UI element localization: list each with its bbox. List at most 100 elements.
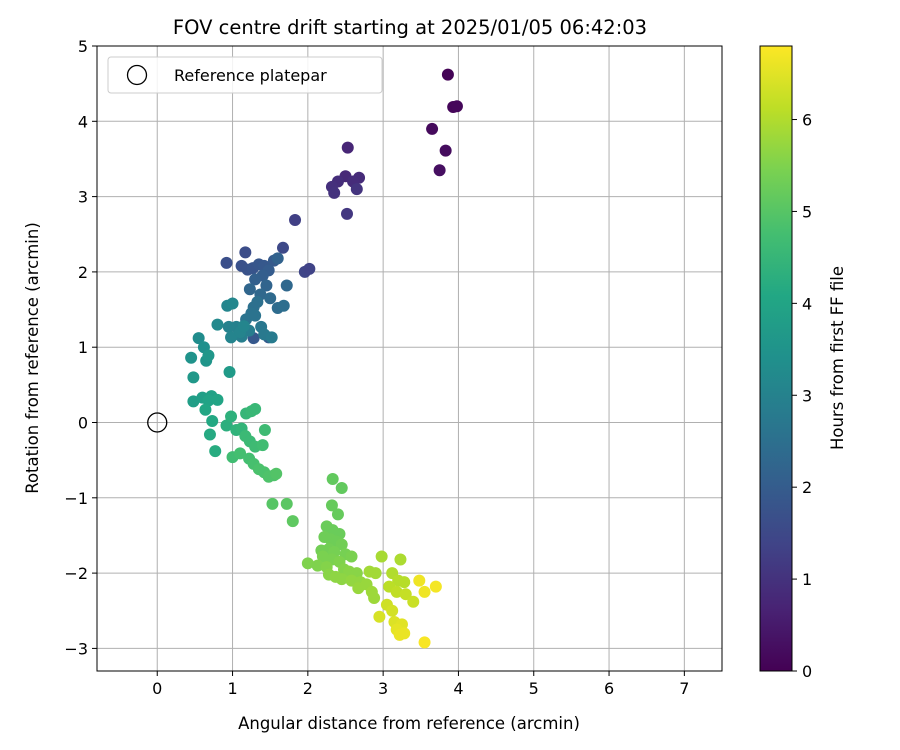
data-point xyxy=(202,394,215,407)
data-point xyxy=(223,366,236,379)
data-point xyxy=(225,331,238,344)
x-tick-label: 3 xyxy=(378,679,388,698)
data-point xyxy=(280,279,293,292)
data-point xyxy=(199,403,212,416)
data-point xyxy=(260,279,273,292)
y-tick-label: −1 xyxy=(64,489,88,508)
x-tick-label: 2 xyxy=(303,679,313,698)
data-point xyxy=(325,499,338,512)
reference-platepar-marker xyxy=(147,412,168,433)
data-point xyxy=(345,550,358,563)
data-point xyxy=(303,262,316,275)
data-point xyxy=(220,419,233,432)
data-point xyxy=(185,351,198,364)
data-point xyxy=(413,574,426,587)
data-point xyxy=(187,395,200,408)
data-point xyxy=(187,371,200,384)
data-point xyxy=(426,122,439,135)
data-point xyxy=(258,424,271,437)
x-tick-label: 0 xyxy=(152,679,162,698)
data-point xyxy=(265,331,278,344)
data-point xyxy=(286,515,299,528)
data-point xyxy=(192,332,205,345)
x-tick-label: 7 xyxy=(679,679,689,698)
data-point xyxy=(335,482,348,495)
data-point xyxy=(373,610,386,623)
data-point xyxy=(328,186,341,199)
data-point xyxy=(316,550,329,563)
data-point xyxy=(418,636,431,649)
data-point xyxy=(390,585,403,598)
x-tick-label: 4 xyxy=(453,679,463,698)
data-point xyxy=(234,447,247,460)
data-point xyxy=(439,144,452,157)
colorbar-label: Hours from first FF file xyxy=(828,266,847,450)
y-tick-label: 1 xyxy=(78,338,88,357)
data-point xyxy=(341,141,354,154)
data-point xyxy=(433,164,446,177)
data-point xyxy=(386,604,399,617)
data-point xyxy=(407,595,420,608)
data-point xyxy=(211,318,224,331)
colorbar-ticks: 0 1 2 3 4 5 6 xyxy=(792,111,812,681)
data-point xyxy=(363,565,376,578)
y-axis-label: Rotation from reference (arcmin) xyxy=(23,222,42,494)
data-point xyxy=(399,588,412,601)
data-points xyxy=(185,68,463,649)
data-point xyxy=(280,497,293,510)
data-point xyxy=(289,213,302,226)
colorbar-tick-label: 4 xyxy=(802,294,812,313)
legend-marker-open-circle xyxy=(126,64,148,86)
colorbar-tick-label: 3 xyxy=(802,386,812,405)
data-point xyxy=(277,299,290,312)
grid xyxy=(97,45,722,671)
data-point xyxy=(256,439,269,452)
data-point xyxy=(270,467,283,480)
y-tick-label: 0 xyxy=(78,414,88,433)
data-point xyxy=(239,246,252,259)
x-tick-label: 5 xyxy=(529,679,539,698)
data-point xyxy=(335,573,348,586)
data-point xyxy=(222,320,235,333)
data-point xyxy=(394,553,407,566)
colorbar xyxy=(759,45,793,672)
data-point xyxy=(271,252,284,265)
y-tick-label: 4 xyxy=(78,112,88,131)
x-tick-label: 1 xyxy=(227,679,237,698)
reference-marker-group xyxy=(147,412,168,433)
y-tick-label: 5 xyxy=(78,37,88,56)
legend-label-reference: Reference platepar xyxy=(174,66,327,85)
data-point xyxy=(393,628,406,641)
data-point xyxy=(418,585,431,598)
data-point xyxy=(398,576,411,589)
data-point xyxy=(249,309,262,322)
x-axis-label: Angular distance from reference (arcmin) xyxy=(238,714,580,733)
colorbar-tick-label: 5 xyxy=(802,202,812,221)
legend: Reference platepar xyxy=(107,56,383,94)
data-point xyxy=(350,183,363,196)
y-tick-label: −2 xyxy=(64,564,88,583)
data-point xyxy=(335,538,348,551)
data-point xyxy=(211,393,224,406)
colorbar-tick-label: 1 xyxy=(802,570,812,589)
data-point xyxy=(203,428,216,441)
data-point xyxy=(226,297,239,310)
x-tick-label: 6 xyxy=(604,679,614,698)
data-point xyxy=(450,100,463,113)
legend-box xyxy=(107,56,383,94)
colorbar-tick-label: 0 xyxy=(802,662,812,681)
data-point xyxy=(209,445,222,458)
data-point xyxy=(441,68,454,81)
data-point xyxy=(301,557,314,570)
colorbar-tick-label: 2 xyxy=(802,478,812,497)
data-point xyxy=(220,256,233,269)
data-point xyxy=(249,402,262,415)
data-point xyxy=(251,296,264,309)
colorbar-tick-label: 6 xyxy=(802,111,812,130)
data-point xyxy=(266,497,279,510)
data-point xyxy=(341,207,353,220)
data-point xyxy=(202,349,215,362)
data-point xyxy=(368,591,381,604)
data-point xyxy=(429,580,442,593)
